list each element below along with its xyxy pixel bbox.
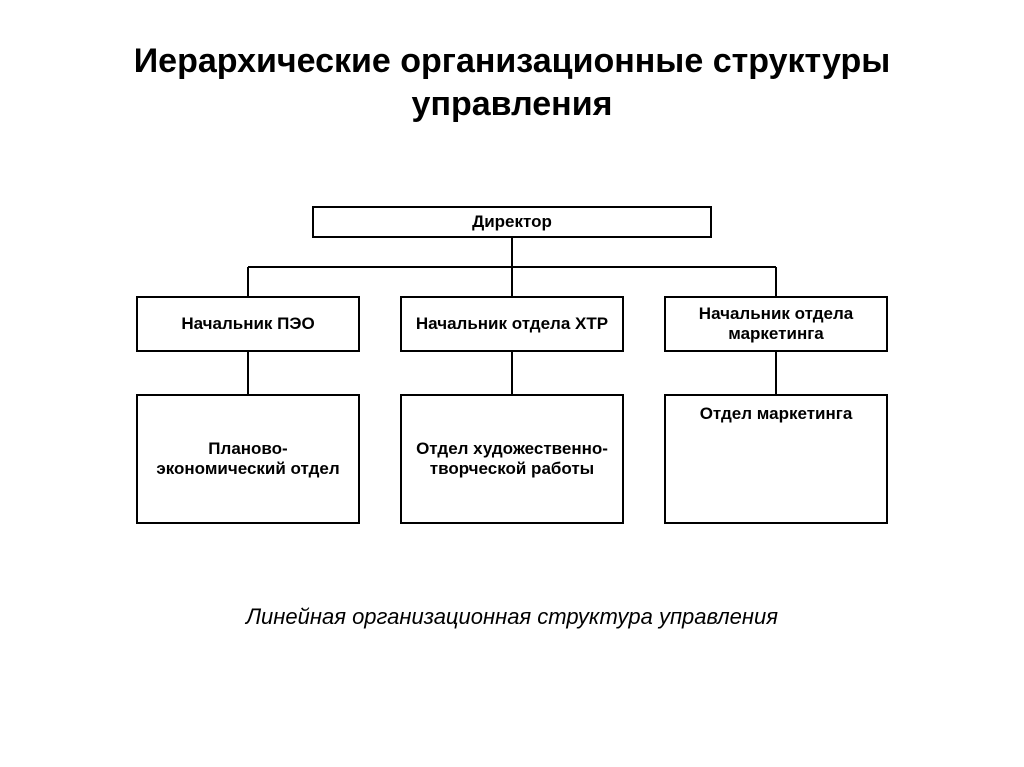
org-node-dept-mkt: Отдел маркетинга xyxy=(664,394,888,524)
org-node-dept-peo: Планово-экономический отдел xyxy=(136,394,360,524)
org-node-head-mkt: Начальник отдела маркетинга xyxy=(664,296,888,352)
org-node-director: Директор xyxy=(312,206,712,238)
org-chart-canvas: Директор Начальник ПЭО Начальник отдела ХТ… xyxy=(0,0,1024,767)
org-node-head-xtr: Начальник отдела ХТР xyxy=(400,296,624,352)
diagram-caption: Линейная организационная структура управ… xyxy=(0,604,1024,630)
connector-layer xyxy=(0,0,1024,767)
org-node-head-peo: Начальник ПЭО xyxy=(136,296,360,352)
org-node-dept-xtr: Отдел художественно-творческой работы xyxy=(400,394,624,524)
